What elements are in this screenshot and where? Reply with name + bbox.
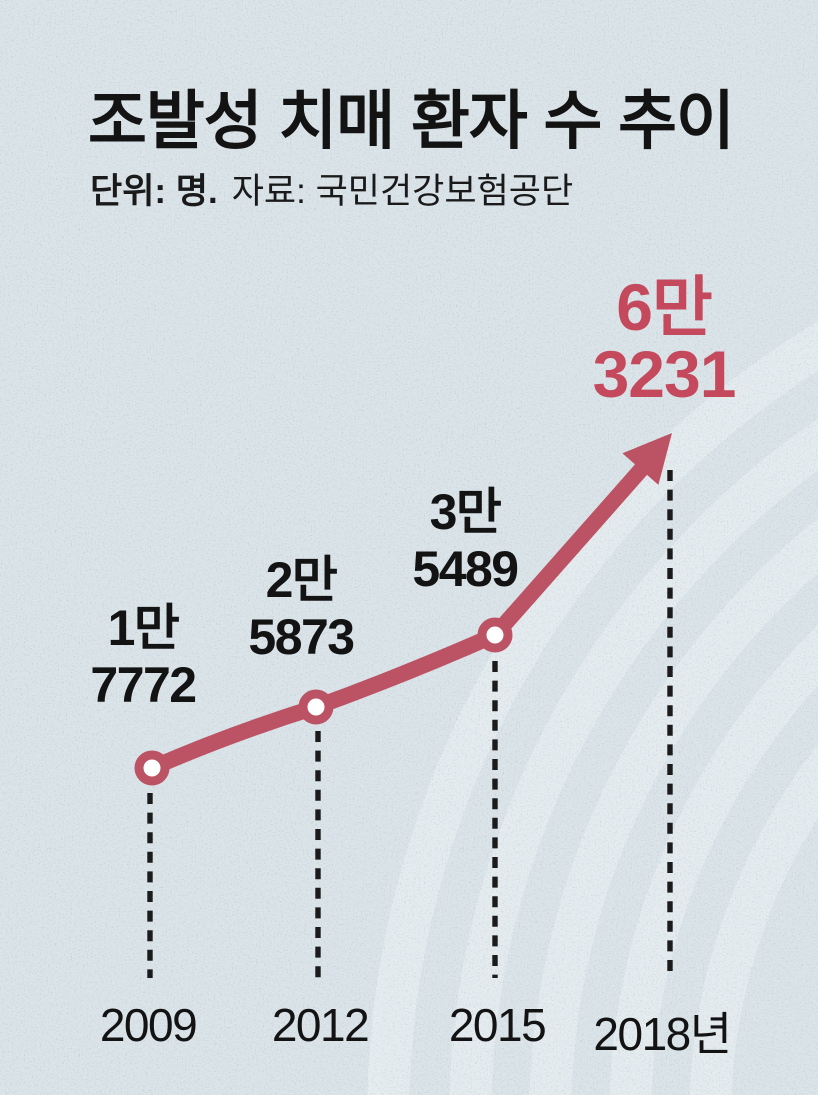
year-label-2018: 2018년 xyxy=(593,1008,732,1060)
point-label-2015-line2: 5489 xyxy=(412,541,519,597)
point-label-2009-line1: 1만 xyxy=(107,600,180,656)
point-label-2009: 1만 7772 xyxy=(90,600,197,714)
point-label-2012-line2: 5873 xyxy=(248,609,355,665)
point-label-2018: 6만 3231 xyxy=(592,270,737,411)
marker-2009 xyxy=(134,750,170,786)
point-label-2009-line2: 7772 xyxy=(90,657,197,713)
source-label: 자료: 국민건강보험공단 xyxy=(231,172,574,211)
year-label-2009: 2009 xyxy=(99,999,198,1051)
chart-title: 조발성 치매 환자 수 추이 xyxy=(88,85,735,157)
unit-label: 단위: 명. xyxy=(90,172,218,211)
year-label-2015: 2015 xyxy=(448,999,547,1051)
point-label-2018-line2: 3231 xyxy=(592,337,737,411)
point-label-2018-line1: 6만 xyxy=(616,270,712,344)
point-label-2015: 3만 5489 xyxy=(412,484,519,598)
point-label-2012: 2만 5873 xyxy=(248,552,355,666)
marker-2012 xyxy=(298,689,334,725)
trend-arrowhead-icon xyxy=(622,433,672,485)
point-label-2015-line1: 3만 xyxy=(429,484,502,540)
year-label-2012: 2012 xyxy=(271,999,370,1051)
marker-2015 xyxy=(477,617,513,653)
chart-subtitle: 단위: 명. 자료: 국민건강보험공단 xyxy=(90,163,790,214)
point-label-2012-line1: 2만 xyxy=(265,552,338,608)
